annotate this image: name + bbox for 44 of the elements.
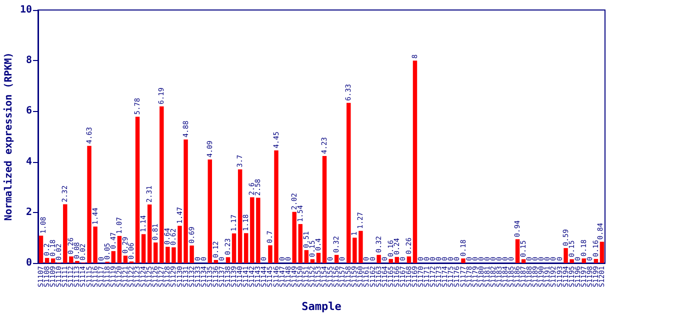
bar bbox=[256, 198, 260, 263]
bar bbox=[250, 197, 254, 263]
bar bbox=[154, 242, 158, 263]
bar bbox=[292, 212, 296, 263]
bar bbox=[123, 256, 128, 263]
bar bbox=[44, 258, 50, 263]
bar bbox=[111, 251, 116, 263]
x-axis-title: Sample bbox=[302, 300, 342, 313]
bar bbox=[521, 259, 526, 263]
bar bbox=[322, 156, 327, 263]
bar bbox=[208, 160, 212, 263]
bar bbox=[582, 258, 586, 263]
bar bbox=[38, 236, 44, 263]
bar bbox=[135, 116, 140, 263]
y-tick-label: 6 bbox=[26, 106, 32, 117]
bar bbox=[334, 254, 339, 263]
y-tick-label: 10 bbox=[20, 4, 32, 16]
y-axis-title: Normalized expression (RPKM) bbox=[2, 52, 14, 221]
bar bbox=[394, 256, 400, 263]
bar bbox=[388, 258, 393, 263]
bar bbox=[461, 258, 466, 263]
y-tick-label: 2 bbox=[26, 206, 32, 218]
bar bbox=[226, 257, 230, 263]
bar bbox=[147, 204, 152, 263]
y-tick-label: 4 bbox=[26, 156, 32, 168]
bar bbox=[310, 259, 315, 263]
bar bbox=[600, 242, 604, 263]
bar bbox=[244, 233, 248, 263]
bar bbox=[406, 256, 412, 263]
bar bbox=[141, 234, 146, 263]
bar bbox=[316, 252, 321, 263]
bar bbox=[117, 236, 122, 263]
y-tick-label: 0 bbox=[26, 258, 32, 268]
bar bbox=[304, 250, 309, 263]
bar bbox=[376, 254, 381, 263]
bar bbox=[232, 233, 236, 263]
bar bbox=[515, 239, 520, 263]
y-tick-label: 8 bbox=[26, 55, 32, 66]
bar bbox=[238, 169, 242, 263]
bar bbox=[412, 60, 418, 263]
bar bbox=[50, 258, 56, 263]
bar bbox=[594, 258, 598, 263]
bar bbox=[298, 224, 302, 263]
bar bbox=[214, 260, 218, 263]
